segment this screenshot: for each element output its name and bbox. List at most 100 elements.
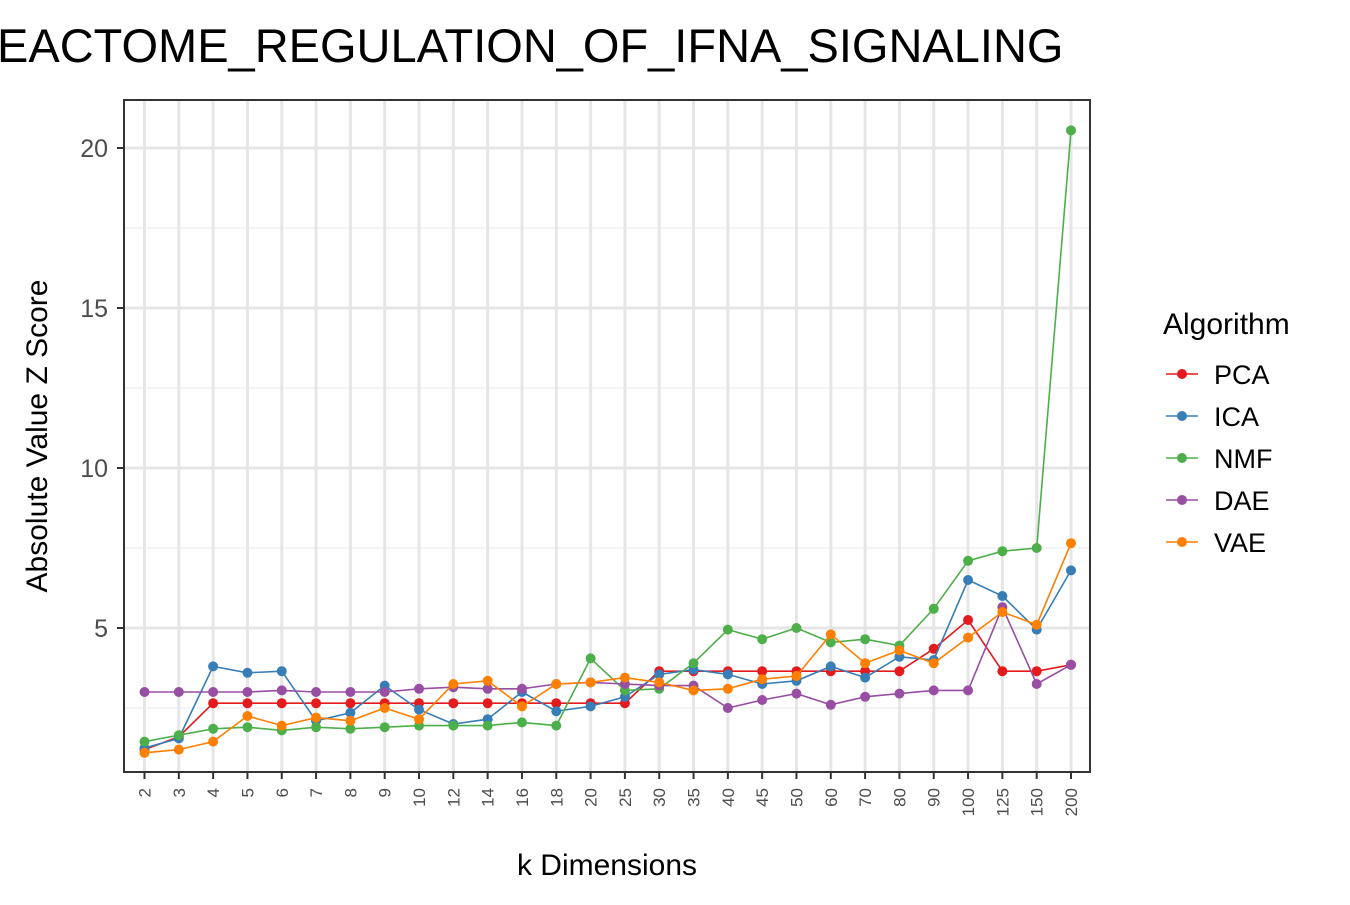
x-tick-label: 100 xyxy=(959,788,978,816)
data-point-dae xyxy=(722,703,733,713)
series-line-nmf xyxy=(144,130,1072,743)
data-point-vae xyxy=(448,679,459,689)
data-point-vae xyxy=(551,679,562,689)
data-point-dae xyxy=(928,685,939,696)
data-point-ica xyxy=(722,669,733,680)
plot-panel-border xyxy=(123,99,1091,773)
data-point-nmf xyxy=(825,637,836,648)
data-point-vae xyxy=(894,645,905,656)
data-point-ica xyxy=(825,661,836,672)
data-point-pca xyxy=(208,698,219,709)
legend-key-point-vae xyxy=(1177,537,1187,547)
legend-label-ica: ICA xyxy=(1214,402,1259,432)
data-point-dae xyxy=(276,685,287,696)
data-point-dae xyxy=(242,687,253,697)
data-point-vae xyxy=(242,711,253,721)
data-point-nmf xyxy=(379,722,390,733)
data-point-pca xyxy=(963,615,974,625)
x-tick-label: 7 xyxy=(307,788,326,797)
data-point-vae xyxy=(379,703,390,713)
data-point-ica xyxy=(242,667,253,678)
data-point-pca xyxy=(551,698,562,709)
data-point-dae xyxy=(860,691,871,702)
x-tick-label: 4 xyxy=(204,788,223,797)
x-tick-label: 30 xyxy=(650,788,669,807)
x-tick-label: 60 xyxy=(822,788,841,807)
x-tick-label: 16 xyxy=(513,788,532,807)
data-point-nmf xyxy=(482,720,493,731)
data-point-vae xyxy=(825,629,836,640)
data-point-ica xyxy=(585,701,596,712)
data-point-nmf xyxy=(722,624,733,635)
data-point-ica xyxy=(414,704,425,715)
data-point-vae xyxy=(585,677,596,688)
chart-title: EACTOME_REGULATION_OF_IFNA_SIGNALING xyxy=(0,19,1063,72)
series-layer xyxy=(139,125,1076,758)
data-point-nmf xyxy=(139,736,150,747)
data-point-vae xyxy=(860,658,871,669)
data-point-dae xyxy=(208,687,219,697)
data-point-vae xyxy=(311,712,322,723)
data-point-nmf xyxy=(311,722,322,733)
y-tick-label: 20 xyxy=(80,135,108,163)
data-point-vae xyxy=(757,674,768,685)
data-point-pca xyxy=(894,666,905,677)
data-point-vae xyxy=(997,607,1008,617)
x-tick-label: 9 xyxy=(376,788,395,797)
y-tick-label: 10 xyxy=(80,455,108,483)
data-point-vae xyxy=(173,744,184,755)
data-point-pca xyxy=(757,666,768,677)
series-line-dae xyxy=(144,605,1072,709)
data-point-nmf xyxy=(928,603,939,614)
data-point-ica xyxy=(997,591,1008,601)
data-point-nmf xyxy=(963,555,974,566)
legend-label-dae: DAE xyxy=(1214,486,1270,516)
data-point-dae xyxy=(791,688,802,699)
legend: Algorithm PCA ICA NMF DAE VAE xyxy=(1163,308,1290,558)
data-point-nmf xyxy=(860,634,871,645)
data-point-vae xyxy=(688,685,699,696)
data-point-dae xyxy=(345,687,356,697)
data-point-vae xyxy=(208,736,219,747)
grid xyxy=(124,100,1090,772)
data-point-dae xyxy=(894,688,905,699)
data-point-nmf xyxy=(997,546,1008,557)
data-point-dae xyxy=(757,695,768,705)
legend-label-vae: VAE xyxy=(1214,528,1266,558)
data-point-vae xyxy=(414,714,425,725)
data-point-pca xyxy=(311,698,322,709)
series-line-ica xyxy=(144,569,1072,749)
x-tick-label: 12 xyxy=(444,788,463,807)
data-point-nmf xyxy=(173,730,184,741)
data-point-vae xyxy=(139,747,150,758)
x-tick-label: 200 xyxy=(1062,788,1081,816)
x-tick-label: 10 xyxy=(410,788,429,807)
x-tick-label: 35 xyxy=(685,788,704,807)
data-point-vae xyxy=(791,671,802,681)
legend-key-point-pca xyxy=(1177,369,1187,379)
x-axis-label: k Dimensions xyxy=(517,849,697,882)
data-point-vae xyxy=(928,658,939,669)
legend-key-point-ica xyxy=(1177,411,1187,421)
data-point-nmf xyxy=(791,623,802,633)
x-tick-label: 6 xyxy=(273,788,292,797)
data-point-ica xyxy=(276,666,287,677)
data-point-nmf xyxy=(516,717,527,728)
data-point-dae xyxy=(139,687,150,697)
legend-title: Algorithm xyxy=(1163,308,1290,341)
x-tick-label: 50 xyxy=(787,788,806,807)
x-tick-label: 20 xyxy=(582,788,601,807)
data-point-pca xyxy=(482,698,493,709)
data-point-dae xyxy=(963,685,974,696)
data-point-nmf xyxy=(688,658,699,669)
data-point-pca xyxy=(997,666,1008,677)
data-point-nmf xyxy=(208,723,219,734)
data-point-nmf xyxy=(551,720,562,731)
data-point-pca xyxy=(345,698,356,709)
data-point-nmf xyxy=(585,653,596,664)
x-tick-label: 150 xyxy=(1028,788,1047,816)
x-tick-label: 2 xyxy=(136,788,155,797)
